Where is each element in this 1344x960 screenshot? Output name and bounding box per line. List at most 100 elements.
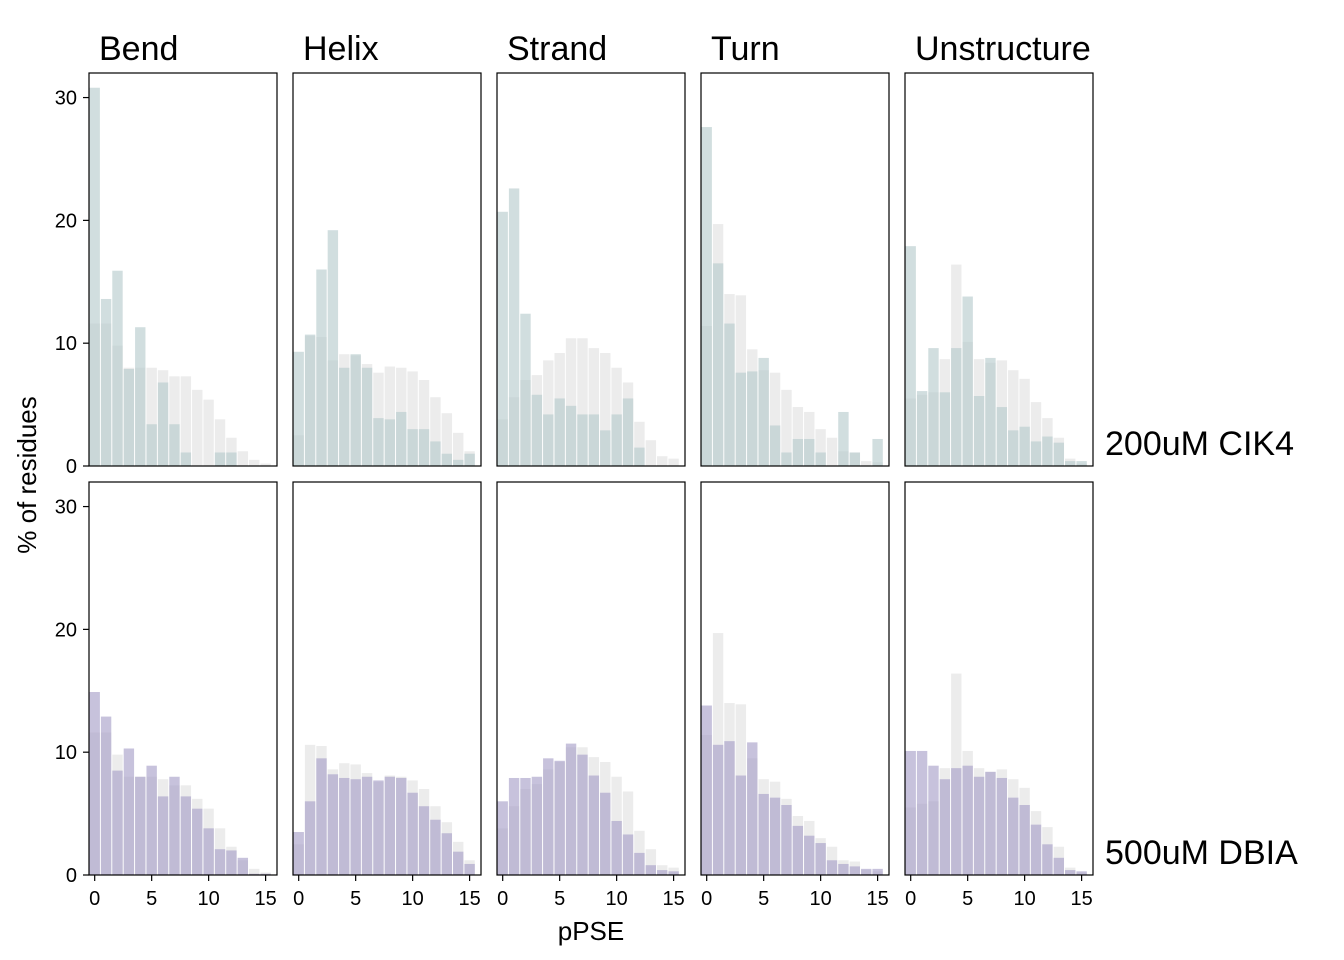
foreground-bar — [622, 398, 634, 466]
foreground-bar — [849, 866, 861, 875]
foreground-bar — [565, 405, 577, 466]
foreground-bar — [973, 776, 985, 875]
foreground-bar — [838, 863, 849, 875]
x-tick-label: 5 — [554, 888, 565, 910]
foreground-bar — [724, 323, 735, 466]
y-tick-label: 20 — [55, 619, 77, 641]
foreground-bar — [89, 87, 100, 467]
x-tick-label: 5 — [350, 888, 361, 910]
background-bar — [781, 389, 792, 466]
x-tick-label: 10 — [606, 888, 628, 910]
panel-frame — [496, 72, 686, 467]
background-bar — [237, 451, 249, 466]
panel-500um-dbia-strand: 0 5 10 15 — [496, 481, 686, 910]
x-tick-label: 0 — [701, 888, 712, 910]
foreground-bar — [600, 792, 611, 875]
background-bar — [249, 868, 260, 875]
foreground-bar — [146, 765, 157, 875]
foreground-bar — [712, 744, 724, 875]
background-bar — [634, 421, 645, 466]
background-bar — [260, 463, 271, 466]
y-tick-label: 30 — [55, 88, 77, 110]
foreground-bar — [112, 770, 123, 875]
foreground-bar — [872, 438, 883, 466]
foreground-bar — [123, 748, 135, 875]
y-tick-label: 30 — [55, 497, 77, 519]
background-bar — [1019, 378, 1030, 466]
foreground-bar — [928, 765, 939, 875]
foreground-bar — [577, 414, 588, 466]
x-tick-label: 0 — [497, 888, 508, 910]
foreground-bar — [554, 398, 565, 466]
foreground-bar — [872, 868, 883, 875]
foreground-bar — [157, 382, 169, 466]
foreground-bar — [112, 270, 123, 466]
foreground-bar — [996, 407, 1008, 466]
panel-frame — [292, 72, 482, 467]
background-bar — [418, 380, 430, 466]
foreground-bar — [407, 429, 418, 466]
foreground-bar — [701, 705, 712, 875]
background-bar — [543, 360, 554, 466]
foreground-bar — [985, 357, 996, 466]
foreground-bar — [543, 758, 554, 875]
y-tick-label: 20 — [55, 210, 77, 232]
foreground-bar — [180, 452, 192, 466]
background-bar — [407, 371, 418, 466]
background-bar — [203, 399, 214, 466]
foreground-bar — [418, 429, 430, 466]
foreground-bar — [951, 768, 962, 875]
foreground-bar — [758, 357, 769, 466]
foreground-bar — [237, 857, 249, 875]
foreground-bar — [89, 692, 100, 875]
foreground-bar — [430, 819, 441, 875]
background-bar — [645, 849, 657, 875]
foreground-bar — [861, 868, 872, 875]
foreground-bar — [1008, 430, 1019, 466]
foreground-bar — [634, 852, 645, 875]
foreground-bar — [1019, 426, 1030, 466]
foreground-bar — [804, 835, 815, 875]
foreground-bar — [939, 392, 951, 466]
background-bar — [622, 791, 634, 875]
background-bar — [861, 461, 872, 466]
panel-frame — [88, 481, 278, 876]
background-bar — [441, 413, 453, 466]
panel-200um-cik4-bend: 0 10 20 30 — [55, 72, 278, 478]
foreground-bar — [373, 418, 384, 466]
foreground-bar — [916, 750, 928, 875]
foreground-bar — [350, 779, 361, 875]
x-tick-label: 5 — [146, 888, 157, 910]
background-bar — [1030, 402, 1042, 466]
foreground-bar — [203, 828, 214, 875]
y-tick-label: 0 — [66, 865, 77, 887]
foreground-bar — [123, 368, 135, 466]
background-bar — [180, 376, 192, 466]
foreground-bar — [701, 127, 712, 466]
foreground-bar — [327, 230, 339, 466]
x-tick-label: 15 — [254, 888, 276, 910]
foreground-bar — [1053, 442, 1065, 466]
foreground-bar — [1053, 857, 1065, 875]
foreground-bar — [361, 776, 373, 875]
foreground-bar — [849, 452, 861, 466]
background-bar — [214, 419, 226, 466]
foreground-bar — [905, 246, 916, 466]
foreground-bar — [327, 774, 339, 875]
foreground-bar — [316, 269, 327, 466]
x-tick-label: 10 — [198, 888, 220, 910]
foreground-bar — [226, 850, 237, 875]
x-tick-label: 10 — [402, 888, 424, 910]
foreground-bar — [464, 453, 475, 466]
background-bar — [146, 367, 157, 466]
foreground-bar — [1042, 844, 1053, 875]
foreground-bar — [497, 801, 508, 875]
foreground-bar — [905, 750, 916, 875]
foreground-bar — [1008, 797, 1019, 875]
foreground-bar — [497, 211, 508, 466]
column-title-helix: Helix — [303, 30, 379, 68]
foreground-bar — [396, 777, 407, 875]
foreground-bar — [1030, 441, 1042, 466]
foreground-bar — [565, 743, 577, 875]
y-tick-label: 10 — [55, 333, 77, 355]
